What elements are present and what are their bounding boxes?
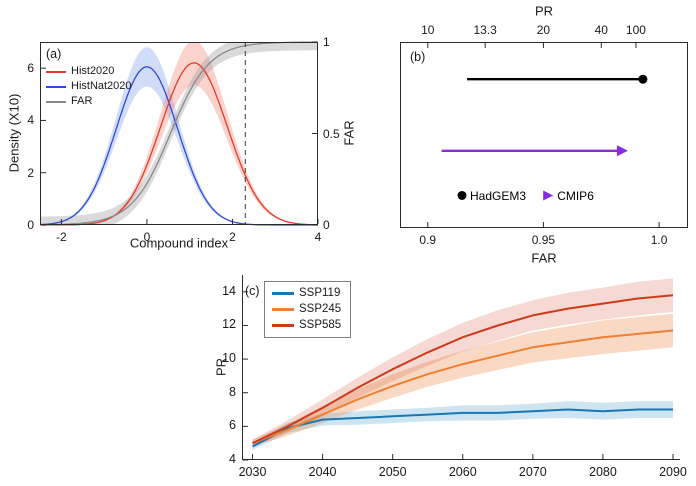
panel-c-xtick-2060: 2060 [448, 465, 477, 479]
panel-b-top-tick-40: 40 [594, 23, 608, 37]
ssp585-uncertainty-band [252, 278, 673, 447]
legend-label: SSP245 [299, 303, 342, 315]
panel-a-label: (a) [46, 47, 62, 61]
panel-b-axes-box [400, 42, 688, 228]
panel-a-axes-box [40, 42, 318, 225]
panel-b-bottom-tick-0.9: 0.9 [419, 233, 437, 247]
panel-b-legend-label-hadgem3: HadGEM3 [470, 189, 526, 203]
panel-b-bottom-axis-title: FAR [531, 250, 557, 266]
ssp245-line [252, 329, 674, 445]
panel-a-plot-area [39, 41, 319, 226]
legend-line-swatch [46, 85, 66, 88]
panel-a-ytick-right-0.5: 0.5 [323, 126, 340, 141]
legend-line-swatch [46, 70, 66, 73]
panel-a-legend-item-hist2020: Hist2020 [46, 64, 132, 79]
legend-line-swatch [272, 324, 294, 327]
panel-a-ylabel-left: Density (X10) [6, 93, 22, 173]
panel-a-legend-item-histnat2020: HistNat2020 [46, 79, 132, 94]
panel-a-ylabel-right: FAR [341, 120, 357, 146]
panel-c-xtick-2040: 2040 [308, 465, 337, 479]
panel-c-xtick-2030: 2030 [238, 465, 267, 479]
panel-a-legend-item-far: FAR [46, 94, 132, 109]
panel-c-ytick-4: 4 [229, 452, 236, 466]
panel-a-xlabel: Compound index [129, 235, 229, 251]
legend-label: HistNat2020 [71, 80, 132, 92]
panel-c-ytick-8: 8 [229, 384, 236, 399]
panel-c-xtick-2090: 2090 [659, 465, 687, 479]
panel-c-xtick-2080: 2080 [589, 465, 617, 479]
panel-c-ytick-6: 6 [229, 418, 236, 433]
panel-c-legend-item-ssp245: SSP245 [272, 302, 341, 317]
panel-b-top-tick-100: 100 [625, 23, 646, 37]
panel-c-ytick-14: 14 [222, 283, 236, 298]
panel-b-top-axis-title: PR [534, 3, 554, 19]
legend-line-swatch [46, 100, 66, 103]
panel-c-legend-item-ssp585: SSP585 [272, 318, 341, 333]
panel-c-plot-area [242, 275, 680, 461]
panel-a-xtick-0: 0 [143, 230, 151, 244]
legend-line-swatch [272, 308, 294, 311]
panel-b-bottom-tick-0.95: 0.95 [531, 233, 556, 247]
histnat2020-uncertainty-band [40, 47, 318, 225]
panel-a-xtick-2: 2 [229, 230, 236, 244]
panel-c-legend: SSP119 SSP245 SSP585 [264, 281, 352, 338]
panel-b-top-tick-10: 10 [421, 23, 435, 37]
legend-label: Hist2020 [71, 65, 115, 77]
panel-a-xtick--2: -2 [56, 230, 67, 244]
panel-b-bottom-tick-1.0: 1.0 [650, 233, 668, 247]
ssp119-uncertainty-band [252, 401, 673, 450]
legend-circle-marker [457, 190, 467, 200]
hist2020-uncertainty-band [40, 42, 318, 225]
legend-label: SSP585 [299, 319, 342, 331]
panel-c-legend-item-ssp119: SSP119 [272, 286, 341, 301]
panel-a-ytick-left-4: 4 [27, 113, 34, 128]
panel-c-xtick-2070: 2070 [518, 465, 547, 479]
panel-b-top-tick-20: 20 [536, 23, 551, 37]
panel-a-ytick-left-0: 0 [27, 218, 34, 232]
panel-c-xtick-2050: 2050 [378, 465, 407, 479]
panel-a-ytick-left-6: 6 [27, 61, 34, 76]
ssp119-line [252, 408, 673, 448]
panel-c-ytick-10: 10 [222, 351, 236, 366]
legend-arrow-marker [543, 190, 554, 201]
panel-c-label: (c) [245, 284, 260, 298]
hadgem3-circle-marker [638, 74, 648, 84]
panel-a-legend: Hist2020 HistNat2020 FAR [46, 64, 132, 109]
cmip6-arrow-marker [616, 145, 628, 157]
ssp585-line [252, 294, 674, 445]
legend-line-swatch [272, 292, 294, 295]
panel-a-ytick-right-1: 1 [323, 35, 330, 49]
panel-b-label: (b) [410, 50, 426, 64]
panel-c-ytick-12: 12 [222, 317, 236, 332]
ssp245-uncertainty-band [252, 313, 673, 447]
panel-a-ytick-left-2: 2 [27, 165, 34, 180]
panel-b-legend-label-cmip6: CMIP6 [557, 189, 594, 203]
panel-a-ytick-right-0: 0 [323, 218, 330, 232]
panel-a-xtick-4: 4 [314, 230, 322, 244]
legend-label: FAR [71, 95, 93, 107]
panel-b-top-tick-13.3: 13.3 [473, 23, 497, 37]
legend-label: SSP119 [299, 287, 341, 299]
panel-b-plot-area: HadGEM3 CMIP6 [400, 42, 688, 228]
